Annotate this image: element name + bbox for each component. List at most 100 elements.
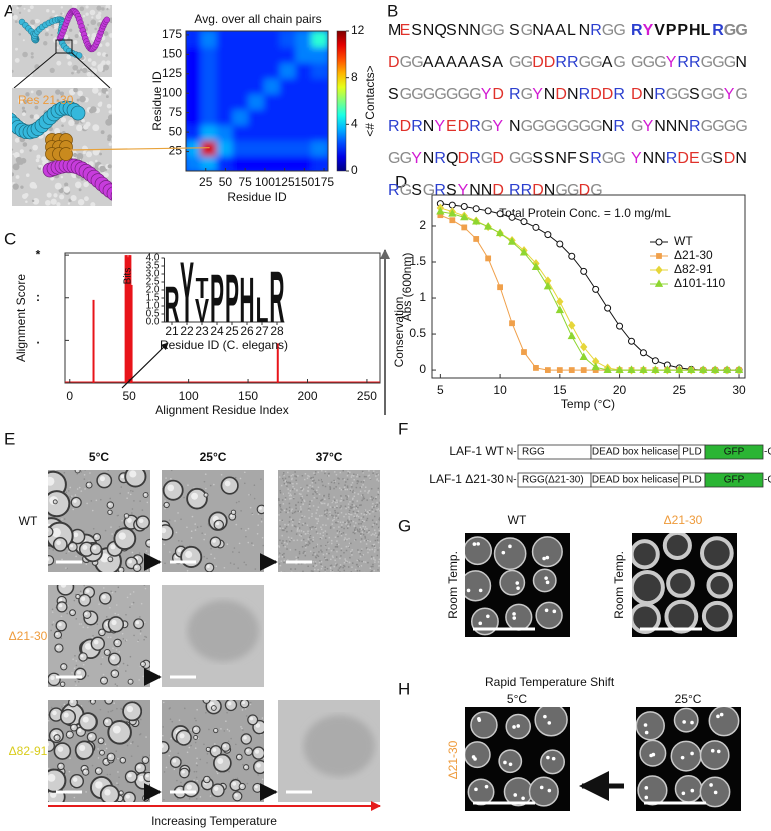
texture [244,471,246,474]
noise [376,503,379,506]
y-tick-label: : [36,290,40,304]
droplet [52,536,68,552]
noise [346,486,349,489]
noise [302,570,304,572]
speckle [16,7,19,10]
speckle [83,124,89,130]
speckle [60,6,64,9]
heatmap-cell [200,92,219,110]
noise [284,497,287,499]
noise [294,475,296,477]
noise [352,531,355,534]
texture [74,494,77,496]
row-label: Δ21-30 [9,629,48,643]
heatmap-cell [263,45,282,64]
x-tick-label: 25 [199,175,213,189]
droplet [106,752,116,762]
texture [130,489,132,492]
speckle [49,67,55,73]
noise [364,511,367,514]
heatmap-cell [311,61,328,79]
callout-arrow [121,342,169,389]
noise [337,514,340,516]
residue: G [469,86,481,103]
heatmap-cell [248,61,266,79]
noise [350,520,353,522]
speckle [12,148,14,151]
noise [329,567,332,570]
texture [170,470,173,472]
residue: G [654,54,666,71]
noise [327,504,329,507]
legend-label: Δ21-30 [674,248,713,262]
x-axis-label: Alignment Residue Index [155,403,288,417]
puncta [651,752,656,757]
noise [305,571,307,572]
texture [241,727,243,730]
droplet-glint [99,739,102,742]
noise [331,514,333,517]
residue: A [492,54,503,71]
image-title: Δ21-30 [664,513,703,527]
texture [120,707,122,710]
speckle [18,32,22,36]
noise [326,558,328,561]
speckle [22,112,26,117]
noise [372,510,374,513]
y-tick-label: 3.5 [146,261,160,272]
noise [346,522,348,524]
heatmap-cell [186,92,203,110]
heatmap-cell [232,61,251,79]
droplet [68,700,78,708]
noise [321,470,323,472]
speckle [81,67,88,74]
noise [300,508,302,510]
sequence-group: DGGAAAAASA [388,54,503,71]
noise [283,474,285,477]
chart-title: Total Protein Conc. = 1.0 mg/mL [499,206,671,220]
droplet-glint [52,710,57,716]
residue: G [411,54,423,71]
colorbar-tick-label: 8 [351,70,358,84]
droplet [78,712,98,732]
texture [131,741,134,744]
noise [279,552,281,554]
texture [194,529,197,531]
noise [291,478,293,481]
noise [359,526,362,529]
noise [316,522,318,525]
speckle [12,172,15,177]
puncta [713,790,718,795]
droplet-glint [214,786,219,791]
residue: Y [411,150,422,167]
texture [178,719,181,721]
speckle [31,199,35,203]
x-tick-label: 30 [732,383,746,397]
droplet-glint [70,610,73,613]
noise [322,484,324,487]
noise [311,481,314,484]
puncta [484,784,489,789]
puncta [503,760,507,765]
noise [345,513,347,516]
noise [279,564,282,567]
y-tick-label: 2.0 [146,285,160,296]
noise [340,534,343,537]
texture [109,636,112,639]
puncta [545,555,550,560]
speckle [30,19,36,25]
noise [351,498,354,500]
heatmap-cell [248,45,266,64]
noise [369,549,371,551]
droplet-glint [48,557,50,561]
droplet [113,638,122,648]
speckle [85,12,89,16]
droplet-glint [91,700,94,702]
texture [229,562,232,564]
texture [210,553,212,556]
noise [366,510,369,513]
marker [655,265,663,275]
line [440,214,740,371]
heatmap-cell [263,92,282,110]
